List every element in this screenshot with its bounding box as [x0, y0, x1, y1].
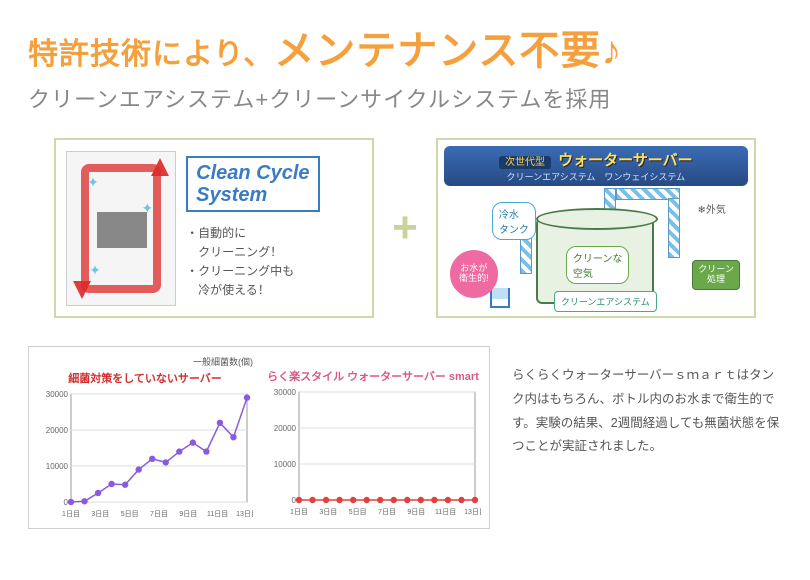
title-part-2: メンテナンス不要♪ — [274, 29, 622, 73]
banner-sub: クリーンエアシステム ワンウェイシステム — [507, 172, 686, 182]
systems-row: ✦ ✦ ✦ Clean Cycle System ・自動的に クリーニング！ ・… — [28, 138, 782, 318]
label-cold-tank: 冷水 タンク — [492, 202, 536, 240]
svg-text:0: 0 — [292, 496, 297, 505]
svg-text:7日目: 7日目 — [378, 508, 396, 516]
svg-text:5日目: 5日目 — [349, 508, 367, 516]
clean-cycle-bullets: ・自動的に クリーニング！ ・クリーニング中も 冷が使える！ — [186, 224, 362, 301]
subtitle: クリーンエアシステム+クリーンサイクルシステムを採用 — [28, 82, 782, 114]
chart-left: 一般細菌数(個) 細菌対策をしていないサーバー 0 10000 20000 30000… — [37, 355, 253, 520]
chart-right: らく楽スタイル ウォーターサーバー smart 0 10000 20000 30000… — [265, 355, 481, 520]
svg-text:5日目: 5日目 — [121, 510, 139, 518]
svg-text:11日目: 11日目 — [435, 508, 456, 516]
description-text: らくらくウォーターサーバーｓｍａｒｔはタンク内はもちろん、ボトル内のお水まで衛生… — [512, 346, 782, 459]
chart-right-svg: 0 10000 20000 30000 1日目 3日目 5日目 7日目 9日目 11日目 13日目 — [265, 388, 481, 518]
svg-text:3日目: 3日目 — [319, 508, 337, 516]
sparkle-icon: ✦ — [89, 262, 101, 279]
label-outside: ❄外気 — [691, 198, 731, 219]
svg-text:11日目: 11日目 — [207, 510, 228, 518]
svg-text:13日目: 13日目 — [464, 508, 481, 516]
svg-text:0: 0 — [64, 498, 69, 507]
svg-text:1日目: 1日目 — [290, 508, 308, 516]
sparkle-icon: ✦ — [87, 174, 99, 191]
banner-title: ウォーターサーバー — [558, 152, 693, 169]
bullet-item: ・クリーニング中も 冷が使える！ — [186, 262, 362, 300]
svg-text:30000: 30000 — [46, 390, 69, 399]
clean-cycle-diagram: ✦ ✦ ✦ — [66, 151, 176, 306]
infographic-container: 特許技術により、メンテナンス不要♪ クリーンエアシステム+クリーンサイクルシステ… — [0, 0, 810, 580]
clean-cycle-text: Clean Cycle System ・自動的に クリーニング！ ・クリーニング… — [186, 156, 362, 301]
clean-air-card: 次世代型 ウォーターサーバー クリーンエアシステム ワンウェイシステム 冷水 タ… — [436, 138, 756, 318]
bullet-item: ・自動的に クリーニング！ — [186, 224, 362, 262]
svg-text:20000: 20000 — [46, 426, 69, 435]
clean-cycle-card: ✦ ✦ ✦ Clean Cycle System ・自動的に クリーニング！ ・… — [54, 138, 374, 318]
svg-text:30000: 30000 — [274, 388, 297, 397]
title-part-1: 特許技術により、 — [28, 38, 274, 71]
main-title: 特許技術により、メンテナンス不要♪ — [28, 18, 782, 76]
pipe-icon — [668, 198, 680, 258]
badge: 次世代型 — [499, 156, 551, 169]
svg-text:9日目: 9日目 — [407, 508, 425, 516]
clean-cycle-logo: Clean Cycle System — [186, 156, 319, 212]
cup-icon — [490, 288, 510, 308]
label-system-name: クリーンエアシステム — [554, 291, 657, 312]
svg-text:13日目: 13日目 — [236, 510, 253, 518]
svg-text:10000: 10000 — [274, 460, 297, 469]
svg-text:20000: 20000 — [274, 424, 297, 433]
svg-text:3日目: 3日目 — [91, 510, 109, 518]
label-processor: クリーン 処理 — [692, 260, 740, 290]
chart-legend: 一般細菌数(個) — [37, 355, 253, 368]
clean-air-banner: 次世代型 ウォーターサーバー クリーンエアシステム ワンウェイシステム — [444, 146, 748, 186]
svg-text:9日目: 9日目 — [179, 510, 197, 518]
sparkle-icon: ✦ — [141, 200, 153, 217]
chart-right-title: らく楽スタイル ウォーターサーバー smart — [265, 368, 481, 384]
chart-left-title: 細菌対策をしていないサーバー — [37, 370, 253, 386]
svg-text:7日目: 7日目 — [150, 510, 168, 518]
svg-text:1日目: 1日目 — [62, 510, 80, 518]
label-hygienic: お水が 衛生的! — [450, 250, 498, 298]
plus-icon: + — [392, 203, 418, 253]
chart-row: 一般細菌数(個) 細菌対策をしていないサーバー 0 10000 20000 30000… — [28, 346, 782, 529]
arrow-up-icon — [151, 158, 169, 176]
chart-left-svg: 0 10000 20000 30000 1日目 3日目 5日目 7日目 9日目 11日目 13日目 — [37, 390, 253, 520]
clean-air-diagram: 冷水 タンク お水が 衛生的! クリーンな 空気 ❄外気 クリーン 処理 クリー… — [444, 190, 748, 310]
arrow-down-icon — [73, 281, 91, 299]
charts-container: 一般細菌数(個) 細菌対策をしていないサーバー 0 10000 20000 30000… — [28, 346, 490, 529]
svg-text:10000: 10000 — [46, 462, 69, 471]
label-clean-air: クリーンな 空気 — [566, 246, 630, 284]
